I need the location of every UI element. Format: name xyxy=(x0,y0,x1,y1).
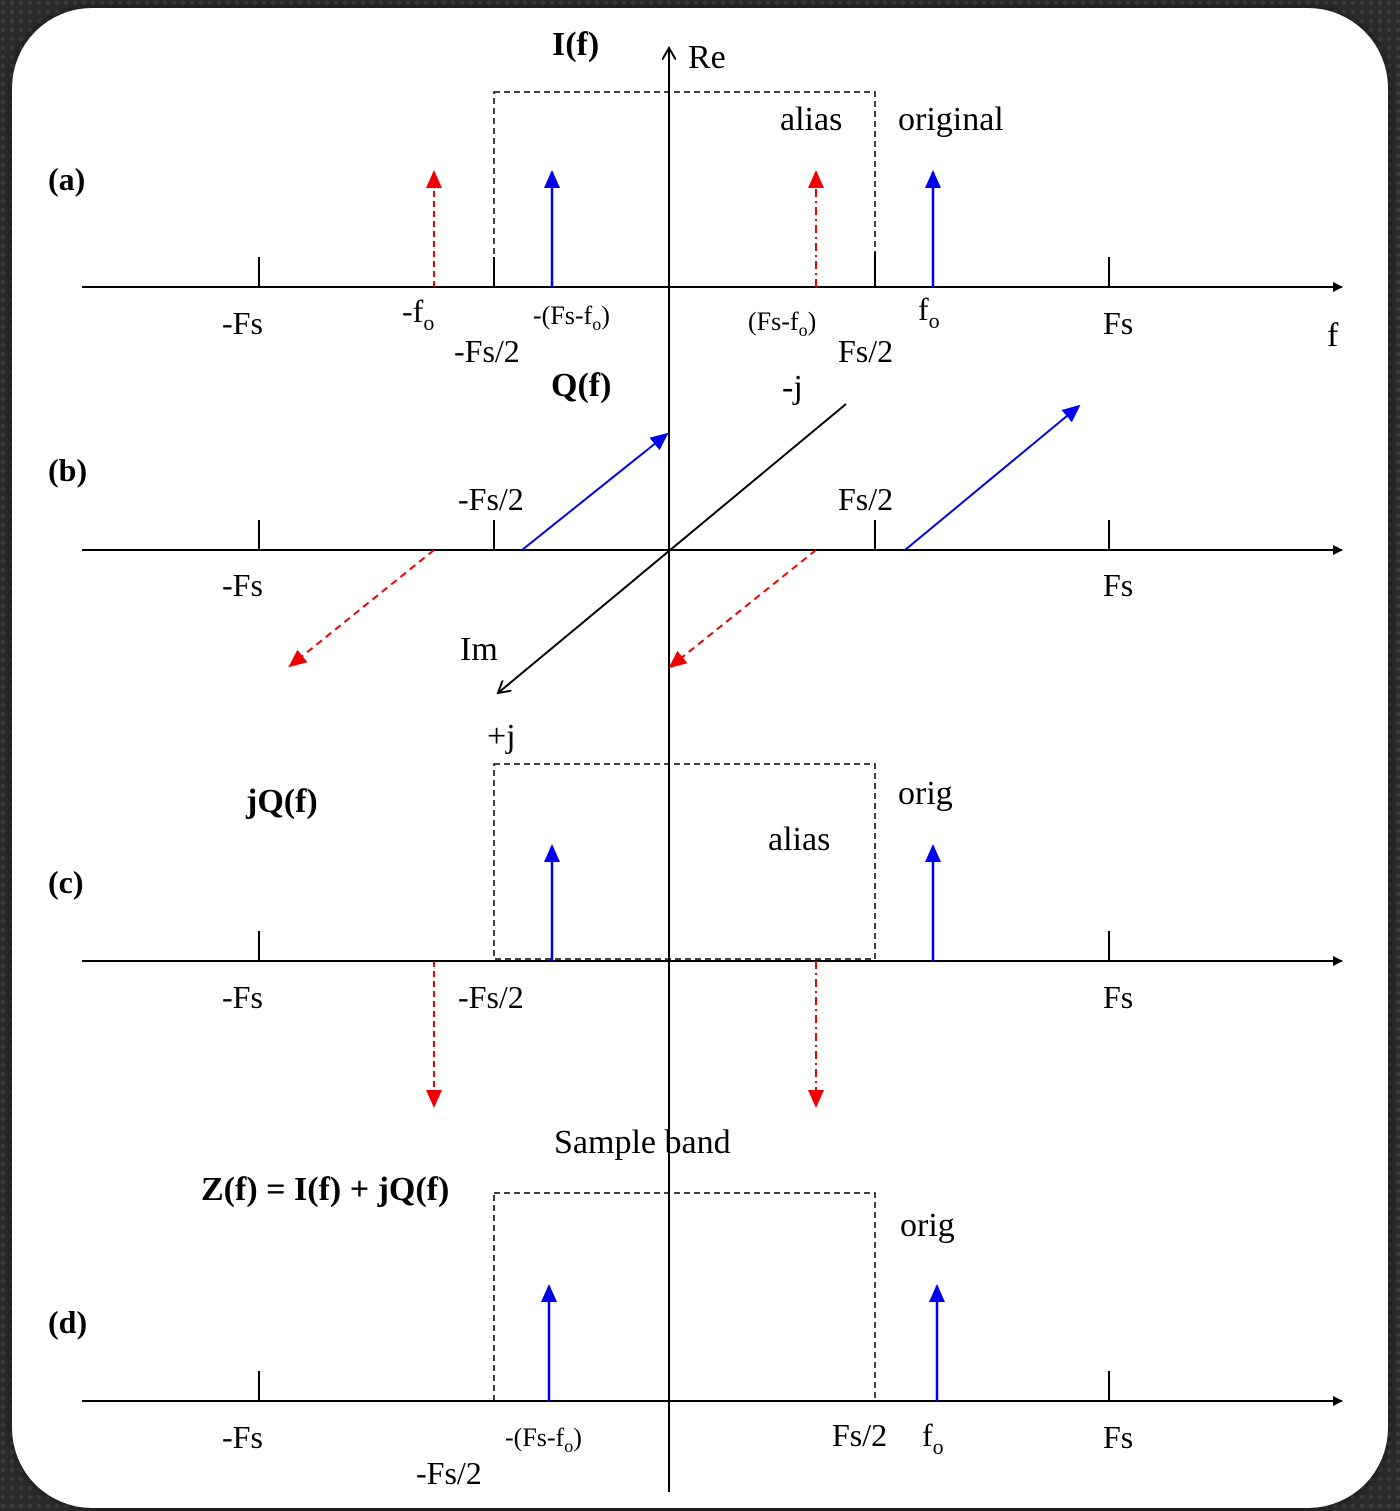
diagram-card: (a) I(f) Re alias original -Fs -fo -(Fs-… xyxy=(12,8,1388,1508)
pos-half-label: Fs/2 xyxy=(838,333,893,369)
pos-half-label: Fs/2 xyxy=(838,481,893,517)
red-phasor-neg xyxy=(288,549,435,668)
minus-j-label: -j xyxy=(782,369,803,406)
alias-label: alias xyxy=(768,821,830,858)
im-axis xyxy=(498,403,847,693)
nyquist-band-box xyxy=(493,91,876,288)
panel-d: (d) Sample band Z(f) = I(f) + jQ(f) orig… xyxy=(48,1124,1343,1491)
panel-c-title: jQ(f) xyxy=(245,783,318,820)
neg-fo-label: -fo xyxy=(402,293,434,335)
panel-c-tag: (c) xyxy=(48,864,84,900)
sample-band-box xyxy=(493,1192,876,1402)
fs-label: Fs xyxy=(1103,567,1133,603)
panel-d-title: Z(f) = I(f) + jQ(f) xyxy=(201,1171,449,1208)
orig-label: orig xyxy=(898,775,953,812)
panel-a-title: I(f) xyxy=(552,26,599,63)
neg-half-label: -Fs/2 xyxy=(458,979,524,1015)
neg-fs-label: -Fs xyxy=(222,567,263,603)
panel-d-tag: (d) xyxy=(48,1304,87,1340)
re-axis-label: Re xyxy=(688,39,726,76)
neg-fs-label: -Fs xyxy=(222,305,263,341)
panel-a: (a) I(f) Re alias original -Fs -fo -(Fs-… xyxy=(48,26,1343,369)
panel-c: (c) jQ(f) orig alias -Fs -Fs/2 Fs xyxy=(48,763,1343,1108)
spectrum-diagram: (a) I(f) Re alias original -Fs -fo -(Fs-… xyxy=(48,26,1343,1492)
alias-freq-label: (Fs-fo) xyxy=(748,307,816,340)
fs-label: Fs xyxy=(1103,979,1133,1015)
f-axis-label: f xyxy=(1327,317,1339,354)
fs-label: Fs xyxy=(1103,1419,1133,1455)
original-label: original xyxy=(898,101,1004,138)
panel-b-tag: (b) xyxy=(48,452,87,488)
panel-b-title: Q(f) xyxy=(551,367,611,404)
neg-fs-label: -Fs xyxy=(222,979,263,1015)
nyquist-band-box xyxy=(493,763,876,960)
neg-fs-label: -Fs xyxy=(222,1419,263,1455)
red-phasor-pos xyxy=(668,549,817,669)
im-axis-label: Im xyxy=(460,631,498,668)
fs-label: Fs xyxy=(1103,305,1133,341)
neg-half-label: -Fs/2 xyxy=(458,481,524,517)
neg-alias-label: -(Fs-fo) xyxy=(505,1423,582,1456)
neg-half-label: -Fs/2 xyxy=(416,1455,482,1491)
neg-alias-label: -(Fs-fo) xyxy=(533,301,610,334)
alias-label: alias xyxy=(780,101,842,138)
sample-band-label: Sample band xyxy=(554,1124,731,1161)
neg-half-label: -Fs/2 xyxy=(454,333,520,369)
plus-j-label: +j xyxy=(487,718,516,755)
pos-half-label: Fs/2 xyxy=(832,1417,887,1453)
panel-b: (b) Q(f) -j -Fs/2 Fs/2 -Fs Fs Im +j xyxy=(48,367,1343,755)
orig-label: orig xyxy=(900,1207,955,1244)
fo-label: fo xyxy=(922,1417,944,1459)
panel-a-tag: (a) xyxy=(48,161,85,197)
blue-phasor-pos xyxy=(904,404,1081,551)
fo-label: fo xyxy=(918,291,940,333)
blue-phasor-neg xyxy=(521,432,669,551)
